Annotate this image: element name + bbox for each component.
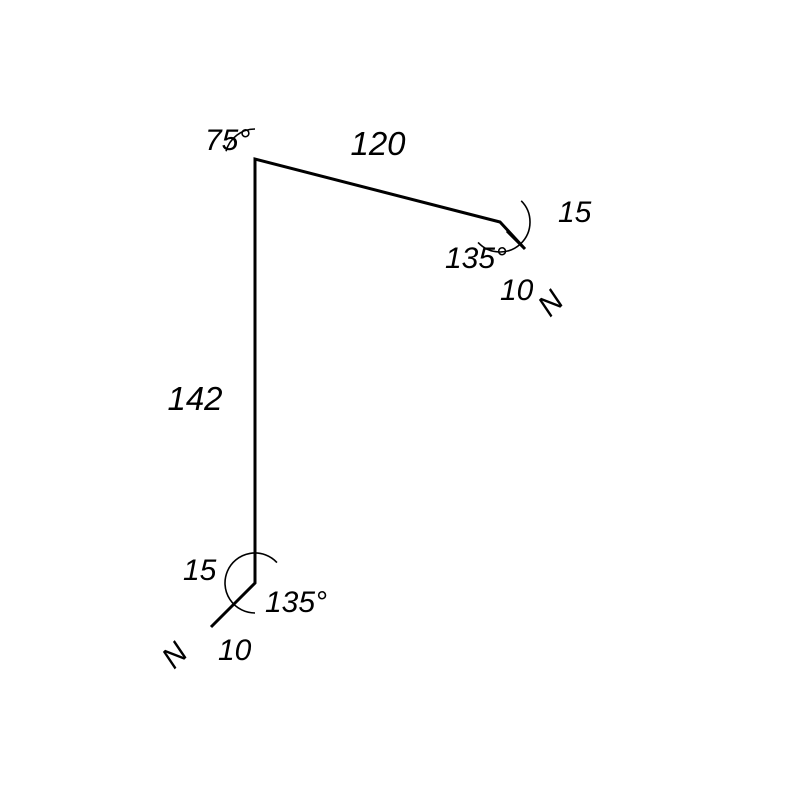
label-dim_DE: 120 xyxy=(350,125,406,162)
label-dim_FG: 10 xyxy=(500,274,534,307)
label-dim_AB: 10 xyxy=(218,634,252,667)
label-dim_BC: 15 xyxy=(183,554,217,587)
label-N_top: N xyxy=(532,284,571,323)
label-angle_C: 135° xyxy=(265,586,327,619)
label-angle_E: 135° xyxy=(445,242,507,275)
label-N_bottom: N xyxy=(156,636,195,675)
label-dim_EF: 15 xyxy=(558,196,592,229)
label-angle_D: 75° xyxy=(205,124,250,157)
profile-polyline xyxy=(211,159,525,627)
profile-drawing: 75°12015135°10N14215135°10N xyxy=(0,0,800,800)
label-dim_CD: 142 xyxy=(167,380,222,417)
profile-geometry xyxy=(211,129,530,627)
